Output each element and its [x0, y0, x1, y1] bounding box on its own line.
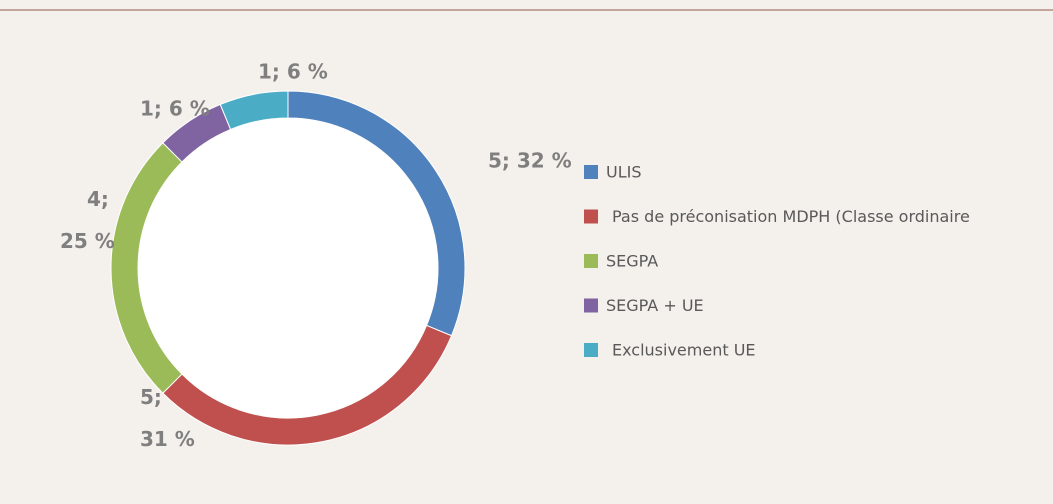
legend-swatch: [584, 209, 598, 224]
legend-label: Exclusivement UE: [612, 341, 756, 360]
legend-swatch: [584, 343, 598, 357]
data-label: 4; 25 %: [60, 187, 116, 253]
donut-hole: [138, 118, 438, 418]
data-label: 5; 32 %: [488, 149, 572, 173]
legend-swatch: [584, 165, 598, 179]
legend-label: SEGPA: [606, 252, 658, 271]
data-label: 1; 6 %: [258, 60, 328, 84]
legend-swatch: [584, 254, 598, 268]
donut-segment: [219, 90, 289, 131]
legend-label: SEGPA + UE: [606, 296, 704, 315]
data-label: 1; 6 %: [140, 97, 210, 121]
legend-swatch: [584, 298, 598, 313]
legend-label: Pas de préconisation MDPH (Classe ordina…: [612, 207, 970, 226]
legend-label: ULIS: [606, 163, 642, 182]
